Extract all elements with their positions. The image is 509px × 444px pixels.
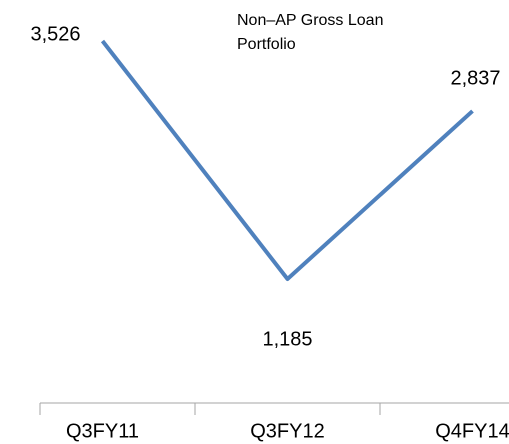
x-tick-label: Q4FY14 (435, 420, 509, 442)
data-label: 1,185 (262, 328, 312, 350)
data-label: 3,526 (30, 23, 80, 45)
data-label: 2,837 (450, 67, 500, 89)
x-tick-label: Q3FY12 (250, 420, 324, 442)
chart-title: Non–AP Gross Loan Portfolio (237, 12, 384, 53)
x-tick-label: Q3FY11 (66, 420, 139, 442)
data-line (100, 39, 474, 281)
